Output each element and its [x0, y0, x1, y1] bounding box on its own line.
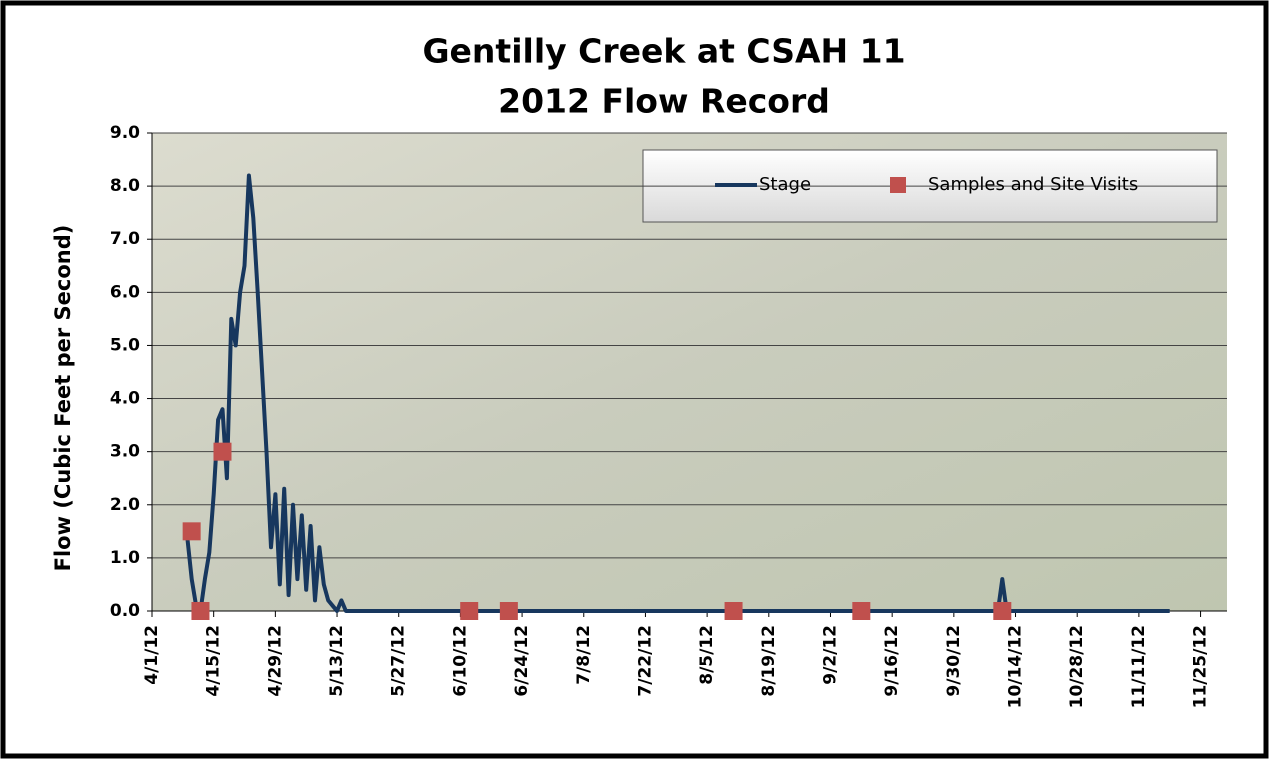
x-tick-label: 6/10/12	[450, 625, 470, 697]
x-tick-label: 4/1/12	[142, 625, 162, 685]
x-tick-label: 11/11/12	[1129, 625, 1149, 708]
y-axis-label: Flow (Cubic Feet per Second)	[51, 225, 75, 572]
chart-title: Gentilly Creek at CSAH 11	[422, 32, 905, 71]
x-tick-label: 7/8/12	[574, 625, 594, 685]
legend-swatch	[890, 177, 906, 193]
y-tick-label: 0.0	[110, 601, 140, 621]
y-tick-label: 9.0	[110, 123, 140, 143]
x-tick-label: 9/16/12	[882, 625, 902, 697]
x-tick-label: 7/22/12	[635, 625, 655, 697]
x-tick-label: 4/29/12	[265, 625, 285, 697]
x-tick-label: 5/27/12	[389, 625, 409, 697]
x-tick-label: 8/19/12	[759, 625, 779, 697]
sample-marker	[460, 602, 479, 620]
x-tick-label: 8/5/12	[697, 625, 717, 685]
y-tick-label: 2.0	[110, 495, 140, 515]
sample-marker	[191, 602, 210, 620]
sample-marker	[993, 602, 1012, 620]
x-tick-label: 10/14/12	[1006, 625, 1026, 708]
x-tick-label: 4/15/12	[204, 625, 224, 697]
sample-marker	[213, 442, 232, 461]
legend-label: Stage	[759, 174, 811, 195]
x-tick-label: 9/30/12	[944, 625, 964, 697]
x-tick-label: 9/2/12	[820, 625, 840, 685]
x-tick-label: 11/25/12	[1191, 625, 1211, 708]
y-tick-label: 8.0	[110, 176, 140, 196]
y-tick-label: 4.0	[110, 389, 140, 409]
legend-label: Samples and Site Visits	[928, 174, 1138, 195]
x-tick-label: 10/28/12	[1067, 625, 1087, 708]
y-tick-label: 5.0	[110, 335, 140, 355]
y-tick-label: 1.0	[110, 548, 140, 568]
sample-marker	[724, 602, 743, 620]
chart-subtitle: 2012 Flow Record	[498, 82, 830, 121]
y-tick-label: 7.0	[110, 229, 140, 249]
x-tick-label: 5/13/12	[327, 625, 347, 697]
sample-marker	[182, 522, 201, 541]
sample-marker	[499, 602, 518, 620]
sample-marker	[852, 602, 871, 620]
y-tick-label: 6.0	[110, 282, 140, 302]
x-tick-label: 6/24/12	[512, 625, 532, 697]
y-tick-label: 3.0	[110, 442, 140, 462]
